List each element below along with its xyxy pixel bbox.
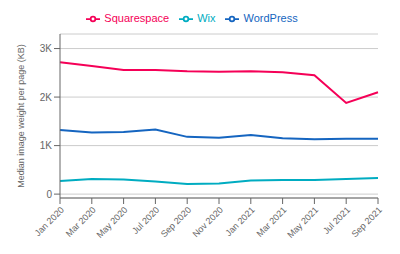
- svg-text:Sep 2021: Sep 2021: [350, 205, 384, 239]
- svg-text:1K: 1K: [40, 140, 53, 151]
- html-text:WordPress: WordPress: [243, 12, 298, 24]
- svg-text:0: 0: [46, 189, 52, 200]
- svg-text:Nov 2020: Nov 2020: [191, 205, 225, 239]
- svg-text:May 2021: May 2021: [285, 205, 320, 240]
- html-text:Wix: Wix: [197, 12, 216, 24]
- svg-text:2K: 2K: [40, 92, 53, 103]
- svg-text:May 2020: May 2020: [95, 205, 130, 240]
- svg-text:Sep 2020: Sep 2020: [159, 205, 193, 239]
- html-text:Squarespace: Squarespace: [104, 12, 170, 24]
- svg-text:Median image weight per page (: Median image weight per page (KB): [16, 44, 26, 188]
- svg-text:Jan 2020: Jan 2020: [33, 205, 66, 238]
- svg-text:3K: 3K: [40, 43, 53, 54]
- svg-text:Jan 2021: Jan 2021: [223, 205, 256, 238]
- svg-text:Jul 2021: Jul 2021: [321, 205, 352, 236]
- svg-text:Mar 2021: Mar 2021: [255, 205, 289, 239]
- svg-text:Jul 2020: Jul 2020: [130, 205, 161, 236]
- svg-text:Mar 2020: Mar 2020: [64, 205, 98, 239]
